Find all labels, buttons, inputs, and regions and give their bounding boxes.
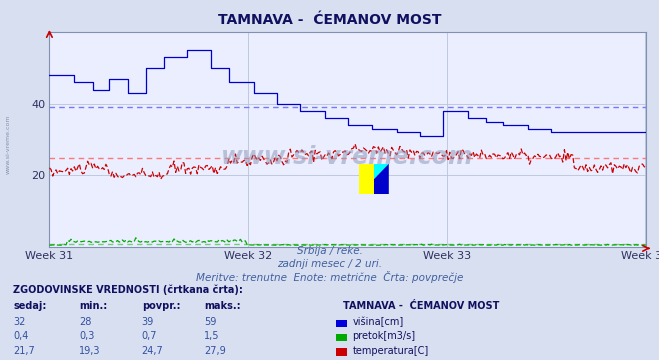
Text: TAMNAVA -  ĆEMANOV MOST: TAMNAVA - ĆEMANOV MOST <box>343 301 499 311</box>
Text: zadnji mesec / 2 uri.: zadnji mesec / 2 uri. <box>277 260 382 270</box>
Text: Meritve: trenutne  Enote: metrične  Črta: povprečje: Meritve: trenutne Enote: metrične Črta: … <box>196 271 463 283</box>
Text: 1,5: 1,5 <box>204 331 220 341</box>
Text: maks.:: maks.: <box>204 301 241 311</box>
Polygon shape <box>374 164 389 194</box>
Text: 0,3: 0,3 <box>79 331 94 341</box>
Text: www.si-vreme.com: www.si-vreme.com <box>221 145 474 168</box>
Text: 0,4: 0,4 <box>13 331 28 341</box>
Text: 39: 39 <box>142 317 154 327</box>
Text: min.:: min.: <box>79 301 107 311</box>
Text: 27,9: 27,9 <box>204 346 226 356</box>
Text: www.si-vreme.com: www.si-vreme.com <box>5 114 11 174</box>
Text: 59: 59 <box>204 317 217 327</box>
Text: povpr.:: povpr.: <box>142 301 180 311</box>
Text: 24,7: 24,7 <box>142 346 163 356</box>
Text: višina[cm]: višina[cm] <box>353 316 404 327</box>
Text: 32: 32 <box>13 317 26 327</box>
Text: pretok[m3/s]: pretok[m3/s] <box>353 331 416 341</box>
Text: 21,7: 21,7 <box>13 346 35 356</box>
Polygon shape <box>359 164 374 194</box>
Text: Srbija / reke.: Srbija / reke. <box>297 246 362 256</box>
Text: 19,3: 19,3 <box>79 346 101 356</box>
Text: ZGODOVINSKE VREDNOSTI (črtkana črta):: ZGODOVINSKE VREDNOSTI (črtkana črta): <box>13 285 243 296</box>
Text: sedaj:: sedaj: <box>13 301 47 311</box>
Text: 0,7: 0,7 <box>142 331 158 341</box>
Text: TAMNAVA -  ĆEMANOV MOST: TAMNAVA - ĆEMANOV MOST <box>217 13 442 27</box>
Text: temperatura[C]: temperatura[C] <box>353 346 429 356</box>
Polygon shape <box>374 164 389 179</box>
Text: 28: 28 <box>79 317 92 327</box>
